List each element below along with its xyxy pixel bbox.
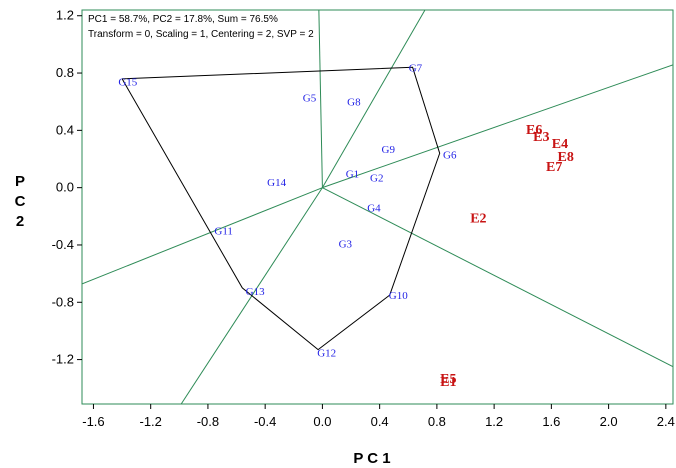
x-tick-label: -1.2 (139, 414, 161, 429)
sector-ray-3 (322, 187, 673, 368)
genotype-label-g14: G14 (267, 177, 286, 189)
y-tick-label: 0.0 (56, 180, 74, 195)
polygon-hull (121, 66, 441, 351)
y-tick-label: -1.2 (52, 352, 74, 367)
sector-ray-4 (321, 10, 426, 188)
polygon-group (121, 66, 441, 351)
environment-label-e6: E6 (526, 123, 542, 138)
x-tick-label: 0.8 (428, 414, 446, 429)
genotype-label-g13: G13 (246, 286, 265, 298)
x-tick-label: 1.2 (485, 414, 503, 429)
environment-label-e2: E2 (470, 212, 486, 227)
genotype-label-g5: G5 (303, 92, 317, 104)
genotype-label-g15: G15 (118, 77, 137, 89)
environment-label-e3: E3 (533, 130, 549, 145)
environment-label-e7: E7 (546, 160, 562, 175)
info-line-2: Transform = 0, Scaling = 1, Centering = … (88, 29, 314, 40)
x-axis-title: P C 1 (353, 450, 390, 467)
genotype-label-g11: G11 (214, 226, 233, 238)
x-tick-label: 2.4 (657, 414, 675, 429)
y-tick-label: -0.4 (52, 237, 74, 252)
genotype-label-group: G1 G2 G3 G4 G5 G6 G7 G8 G9 G10 G11 G12 G13 G14 G15 (118, 62, 457, 359)
x-tick-label: 0.4 (371, 414, 389, 429)
plot-frame (81, 9, 674, 405)
x-tick-label: 0.0 (313, 414, 331, 429)
environment-label-e5: E5 (440, 372, 456, 387)
y-tick-label: 1.2 (56, 8, 74, 23)
x-tick-label: -1.6 (82, 414, 104, 429)
x-tick-label: -0.4 (254, 414, 276, 429)
y-axis-ticks: -1.2 -0.8 -0.4 0.0 0.4 0.8 1.2 (52, 8, 82, 367)
x-tick-label: -0.8 (197, 414, 219, 429)
environment-label-e4: E4 (552, 137, 568, 152)
environment-label-e8: E8 (558, 150, 574, 165)
sector-ray-1 (318, 10, 323, 188)
y-axis-title-char: P (15, 173, 25, 190)
y-axis-title: PC 2 (15, 173, 26, 230)
sector-ray-6 (82, 187, 323, 285)
y-axis-title-char: C (15, 193, 26, 210)
y-tick-label: 0.4 (56, 122, 74, 137)
sector-ray-2 (322, 64, 673, 189)
genotype-label-g12: G12 (317, 347, 336, 359)
genotype-label-g8: G8 (347, 97, 361, 109)
genotype-label-g2: G2 (370, 173, 383, 185)
genotype-label-g9: G9 (382, 144, 396, 156)
genotype-label-g10: G10 (389, 290, 408, 302)
genotype-label-g1: G1 (346, 168, 359, 180)
y-tick-label: 0.8 (56, 65, 74, 80)
x-tick-label: 1.6 (542, 414, 560, 429)
info-line-1: PC1 = 58.7%, PC2 = 17.8%, Sum = 76.5% (88, 14, 278, 25)
environment-label-e1: E1 (440, 375, 456, 390)
genotype-label-g3: G3 (339, 239, 353, 251)
genotype-label-g6: G6 (443, 150, 457, 162)
x-axis-ticks: -1.6 -1.2 -0.8 -0.4 0.0 0.4 0.8 1.2 1.6 2.0 2.4 (82, 404, 675, 429)
y-axis-title-char: 2 (16, 213, 24, 230)
genotype-label-g7: G7 (409, 62, 423, 74)
x-tick-label: 2.0 (600, 414, 618, 429)
y-tick-label: -0.8 (52, 294, 74, 309)
genotype-label-g4: G4 (367, 203, 381, 215)
